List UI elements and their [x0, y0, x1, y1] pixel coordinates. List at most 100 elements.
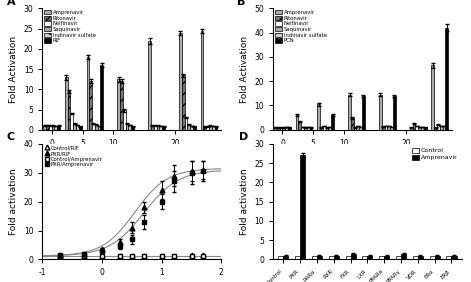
Bar	[359, 127, 362, 130]
Text: D: D	[239, 132, 249, 142]
Bar	[123, 110, 126, 130]
Bar	[317, 255, 322, 259]
Bar	[300, 155, 305, 259]
Bar	[65, 77, 68, 130]
Bar	[435, 255, 440, 259]
Text: A: A	[7, 0, 15, 7]
Bar	[387, 126, 390, 130]
Bar	[415, 126, 418, 130]
Bar	[367, 255, 373, 259]
Bar	[452, 255, 456, 259]
Bar	[190, 126, 193, 130]
Bar	[296, 115, 299, 130]
Bar	[193, 127, 196, 130]
Bar	[393, 96, 396, 130]
Bar	[185, 118, 187, 130]
Bar	[312, 255, 317, 259]
Bar	[274, 127, 277, 130]
Legend: Amprenavir, Ritonavir, Nelfinavir, Saquinavir, Indinavir sulfate, RIF: Amprenavir, Ritonavir, Nelfinavir, Saqui…	[43, 10, 97, 44]
X-axis label: Concentration ( μM): Concentration ( μM)	[317, 153, 408, 162]
Bar	[68, 91, 71, 130]
Bar	[362, 255, 367, 259]
Bar	[334, 255, 339, 259]
Bar	[390, 127, 393, 130]
Bar	[362, 96, 365, 130]
Bar	[283, 255, 288, 259]
Bar	[379, 94, 382, 130]
Bar	[413, 255, 418, 259]
Bar	[446, 28, 448, 130]
Bar	[52, 126, 55, 130]
Bar	[346, 255, 350, 259]
Bar	[301, 127, 304, 130]
Bar	[209, 126, 212, 130]
Bar	[89, 81, 92, 130]
Bar	[401, 254, 406, 259]
Bar	[331, 115, 334, 130]
Bar	[323, 126, 325, 130]
Bar	[203, 127, 206, 130]
Bar	[351, 118, 354, 130]
Bar	[79, 127, 81, 130]
Bar	[187, 125, 190, 130]
Bar	[443, 126, 446, 130]
Y-axis label: Fold activation: Fold activation	[240, 168, 249, 235]
Bar	[421, 127, 424, 130]
Bar	[212, 127, 215, 130]
Bar	[288, 127, 291, 130]
Bar	[317, 104, 320, 130]
Bar	[73, 124, 76, 130]
Bar	[379, 255, 384, 259]
X-axis label: Concentration ( μM): Concentration ( μM)	[87, 153, 177, 162]
Bar	[348, 94, 351, 130]
Legend: Amprenavir, Ritonavir, Nelfinavir, Saquinavir, Indinavir sulfate, PCN: Amprenavir, Ritonavir, Nelfinavir, Saqui…	[274, 10, 327, 44]
Legend: Control, Amprenavir: Control, Amprenavir	[411, 147, 458, 161]
Bar	[117, 79, 120, 130]
Bar	[46, 126, 49, 130]
Bar	[95, 125, 97, 130]
Bar	[278, 255, 283, 259]
Bar	[283, 127, 285, 130]
Bar	[431, 65, 434, 130]
Bar	[304, 127, 307, 130]
Bar	[447, 255, 452, 259]
Bar	[162, 127, 165, 130]
Bar	[285, 127, 288, 130]
Bar	[418, 255, 423, 259]
Bar	[299, 121, 301, 130]
Bar	[154, 126, 156, 130]
Bar	[280, 127, 283, 130]
Bar	[434, 127, 437, 130]
Bar	[92, 124, 95, 130]
Bar	[325, 127, 328, 130]
Y-axis label: Fold Activation: Fold Activation	[240, 36, 249, 103]
Bar	[328, 127, 331, 130]
Bar	[49, 126, 52, 130]
Bar	[43, 126, 46, 130]
Bar	[430, 255, 435, 259]
Y-axis label: Fold Activation: Fold Activation	[9, 36, 18, 103]
Text: B: B	[237, 0, 246, 7]
Bar	[129, 125, 131, 130]
Bar	[206, 127, 209, 130]
Bar	[295, 255, 300, 259]
Bar	[437, 125, 440, 130]
Bar	[396, 255, 401, 259]
Bar	[201, 31, 203, 130]
Bar	[151, 126, 154, 130]
Bar	[413, 124, 415, 130]
Bar	[131, 127, 134, 130]
Y-axis label: Fold activation: Fold activation	[9, 168, 18, 235]
Bar	[148, 41, 151, 130]
Legend: Control/RIF, PXR/RIF, Control/Amprenavir, PXR/Amprenavir: Control/RIF, PXR/RIF, Control/Amprenavir…	[43, 145, 103, 168]
Bar	[385, 126, 387, 130]
Bar	[424, 127, 427, 130]
Bar	[179, 33, 182, 130]
Bar	[126, 124, 129, 130]
Bar	[440, 126, 443, 130]
Bar	[418, 127, 421, 130]
Bar	[76, 125, 79, 130]
Bar	[55, 126, 57, 130]
Bar	[384, 255, 389, 259]
Bar	[350, 254, 356, 259]
